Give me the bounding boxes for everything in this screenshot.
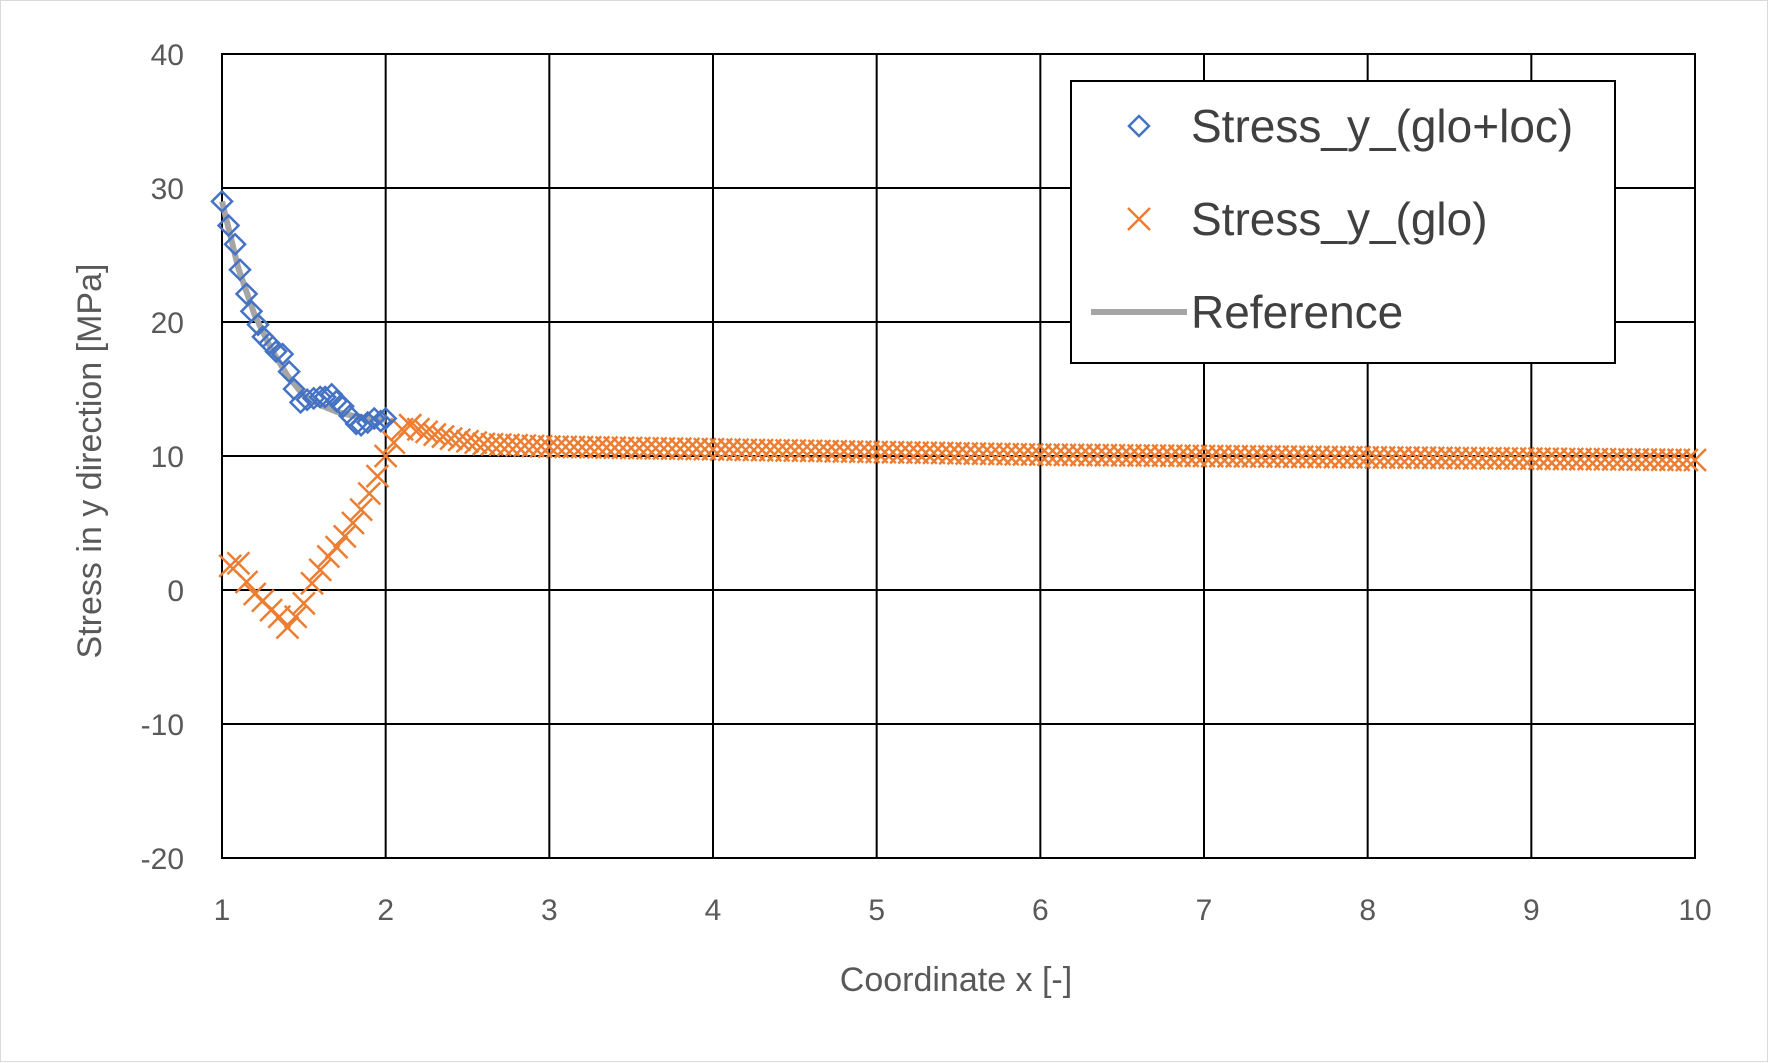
- legend-marker-diamond: [1127, 114, 1151, 138]
- glo-point: [300, 571, 324, 596]
- glo-loc-point: [270, 342, 295, 366]
- x-tick-label: 2: [377, 894, 394, 927]
- glo-point: [234, 570, 259, 594]
- x-tick-label: 6: [1032, 894, 1049, 927]
- glo-loc-point: [308, 385, 332, 409]
- glo-point: [341, 511, 365, 535]
- legend-box: [1070, 80, 1616, 364]
- glo-point: [324, 535, 349, 560]
- glo-point: [226, 551, 251, 576]
- y-tick-labels: -20 -10 0 10 20 30 40: [141, 39, 184, 876]
- glo-loc-point: [331, 394, 355, 419]
- glo-point: [1683, 448, 1707, 472]
- legend-label: Stress_y_(glo): [1191, 193, 1488, 245]
- x-tick-labels: 1 2 3 4 5 6 7 8 9 10: [214, 894, 1712, 927]
- glo-loc-point: [313, 385, 337, 409]
- y-tick-label: 30: [151, 173, 184, 206]
- x-tick-label: 3: [541, 894, 558, 927]
- x-tick-label: 1: [214, 894, 231, 927]
- y-tick-label: 10: [151, 441, 184, 474]
- glo-point: [373, 444, 398, 468]
- x-tick-label: 5: [868, 894, 885, 927]
- glo-point: [365, 464, 390, 488]
- glo-loc-point: [344, 412, 368, 436]
- x-axis-title: Coordinate x [-]: [840, 961, 1072, 999]
- glo-point: [406, 417, 431, 442]
- glo-point: [398, 413, 423, 438]
- glo-loc-point: [223, 232, 247, 257]
- y-tick-label: -20: [141, 843, 184, 876]
- glo-loc-point: [319, 382, 344, 407]
- y-axis-title: Stress in y direction [MPa]: [71, 264, 109, 659]
- glo-loc-point: [288, 390, 313, 415]
- plot-border: [221, 53, 1696, 859]
- glo-point: [422, 422, 447, 447]
- legend-marker-x: [1127, 207, 1151, 231]
- legend-label: Reference: [1191, 286, 1403, 338]
- glo-point: [414, 419, 439, 444]
- glo-loc-point: [277, 359, 301, 384]
- legend: Stress_y_(glo+loc) Stress_y_(glo) Referenc…: [1070, 80, 1616, 364]
- glo-loc-point: [234, 282, 259, 306]
- plot-area-border: [221, 53, 1696, 859]
- glo-loc-point: [264, 339, 288, 364]
- y-tick-label: 0: [167, 575, 184, 608]
- series-glo-loc: [210, 189, 398, 437]
- glo-loc-point: [368, 409, 393, 433]
- legend-label: Stress_y_(glo+loc): [1191, 100, 1573, 152]
- glo-loc-point: [301, 386, 326, 411]
- y-tick-label: 20: [151, 307, 184, 340]
- series-glo: [218, 413, 1707, 640]
- glo-point: [332, 524, 357, 549]
- glo-point: [291, 591, 316, 616]
- y-tick-label: 40: [151, 39, 184, 72]
- glo-point: [283, 604, 308, 629]
- x-tick-label: 9: [1523, 894, 1540, 927]
- glo-loc-point: [295, 387, 319, 412]
- x-tick-label: 10: [1678, 894, 1711, 927]
- glo-point: [349, 497, 374, 522]
- glo-point: [275, 615, 300, 640]
- glo-loc-point: [246, 312, 270, 337]
- glo-point: [1674, 448, 1699, 472]
- glo-loc-point: [362, 406, 386, 431]
- glo-loc-point: [373, 406, 398, 431]
- x-tick-label: 8: [1359, 894, 1376, 927]
- glo-loc-point: [210, 189, 234, 214]
- x-tick-label: 7: [1196, 894, 1213, 927]
- glo-point: [357, 481, 382, 506]
- glo-loc-point: [228, 257, 252, 282]
- y-tick-label: -10: [141, 709, 184, 742]
- glo-point: [308, 558, 333, 582]
- glo-loc-point: [216, 213, 241, 238]
- x-tick-label: 4: [705, 894, 722, 927]
